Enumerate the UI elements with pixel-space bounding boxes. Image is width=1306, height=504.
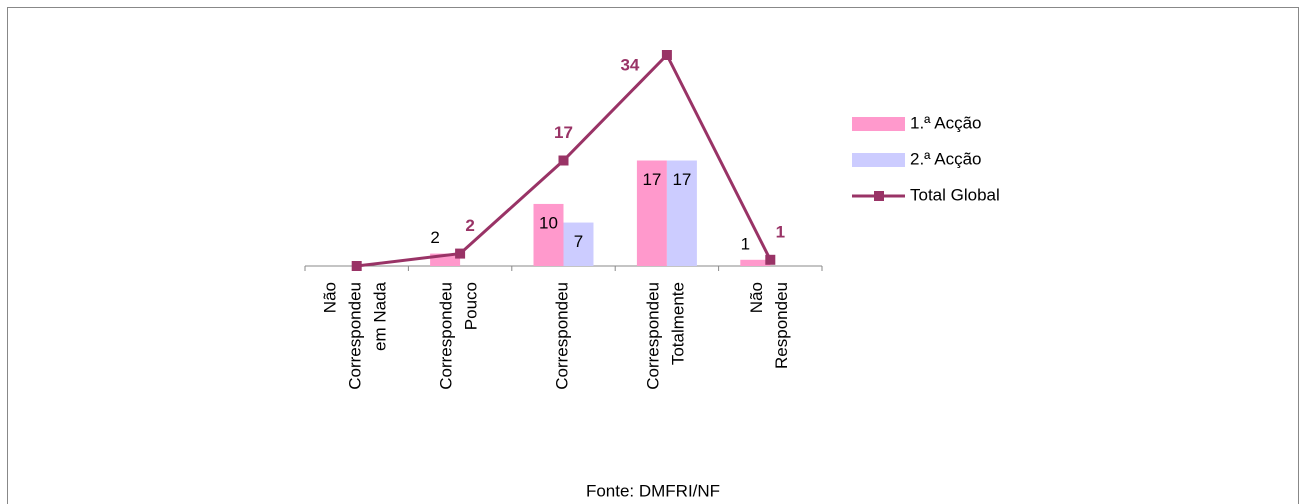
line-marker	[661, 50, 672, 60]
legend-label: 1.ª Acção	[910, 113, 982, 132]
x-tick-label: Não Respondeu	[747, 282, 791, 369]
bar	[666, 160, 697, 266]
bar-value-label: 17	[672, 170, 691, 189]
line-marker	[765, 254, 776, 265]
line-value-label: 34	[620, 55, 639, 74]
bar-value-label: 1	[741, 234, 750, 253]
legend-swatch	[852, 117, 905, 131]
line-value-label: 17	[554, 123, 573, 142]
bar-value-label: 7	[574, 232, 583, 251]
bar-value-label: 17	[642, 170, 661, 189]
line-value-label: 2	[465, 216, 474, 235]
line-marker	[455, 248, 466, 259]
line-value-label: 1	[776, 222, 785, 241]
bar	[740, 259, 771, 266]
x-tick-label: Correspondeu	[553, 282, 572, 390]
bar	[563, 222, 594, 266]
bar	[533, 203, 564, 266]
x-tick-label: Correspondeu Totalmente	[644, 282, 688, 390]
line-marker	[351, 261, 362, 271]
x-tick-label: Não Correspondeu em Nada	[321, 281, 390, 389]
bar-value-label: 10	[539, 213, 558, 232]
legend-marker	[874, 191, 884, 201]
source: Fonte: DMFRI/NF	[586, 481, 720, 500]
line-marker	[558, 155, 569, 166]
chart-frame	[7, 7, 1299, 504]
bar	[636, 160, 667, 266]
bar-value-label: 2	[430, 228, 439, 247]
legend-swatch	[852, 153, 905, 167]
legend-label: 2.ª Acção	[910, 149, 982, 168]
x-tick-label: Correspondeu Pouco	[437, 282, 481, 390]
legend-label: Total Global	[910, 185, 1000, 204]
